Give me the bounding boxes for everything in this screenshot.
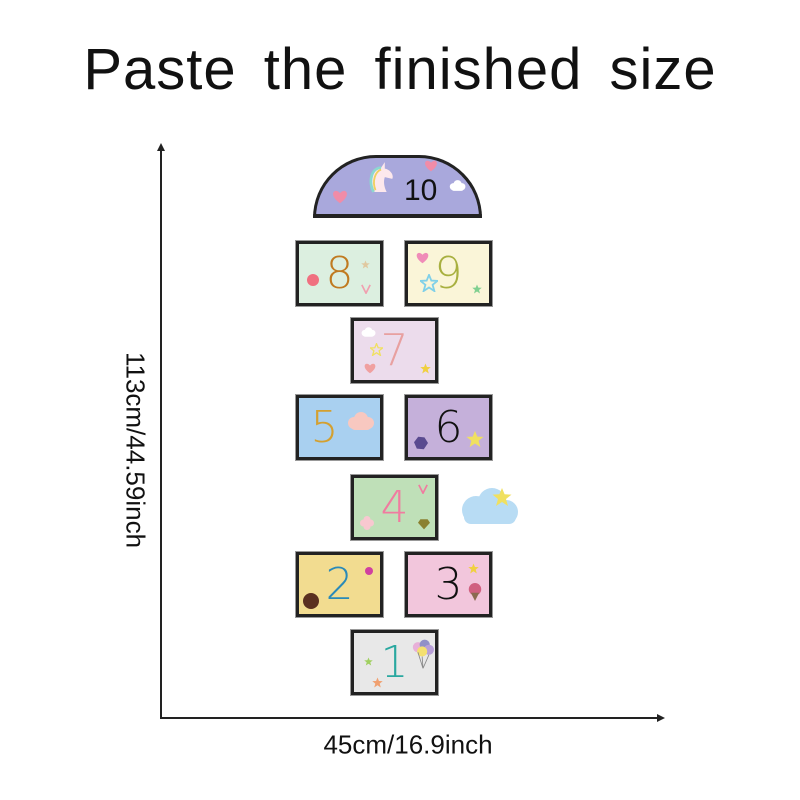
heart-icon xyxy=(424,160,438,172)
unicorn-icon xyxy=(368,162,396,194)
tile-10-arch: 10 xyxy=(313,155,482,218)
arrow-right-icon xyxy=(657,714,665,722)
width-axis-line xyxy=(160,717,660,719)
tile-1: 1 xyxy=(351,630,438,695)
tile-2: 2 xyxy=(296,552,383,617)
page-title: Paste the finished size xyxy=(83,37,717,102)
tile-number: 3 xyxy=(434,559,463,610)
tile-number: 4 xyxy=(380,482,409,533)
tile-4: 4 xyxy=(351,475,438,540)
height-label: 113cm/44.59inch xyxy=(120,351,151,549)
cloud-star-decoration xyxy=(462,488,518,524)
tile-number: 9 xyxy=(434,248,463,299)
width-label: 45cm/16.9inch xyxy=(323,729,493,760)
tile-7: 7 xyxy=(351,318,438,383)
tile-number: 1 xyxy=(380,637,409,688)
tile-number: 2 xyxy=(325,559,354,610)
tile-number: 7 xyxy=(380,325,409,376)
tile-number: 10 xyxy=(404,174,438,207)
tile-9: 9 xyxy=(405,241,492,306)
tile-number: 8 xyxy=(325,248,354,299)
arrow-up-icon xyxy=(157,143,165,151)
tile-3: 3 xyxy=(405,552,492,617)
heart-icon xyxy=(332,190,348,204)
tile-number: 5 xyxy=(310,402,339,453)
tile-5: 5 xyxy=(296,395,383,460)
tile-number: 6 xyxy=(434,402,463,453)
tile-8: 8 xyxy=(296,241,383,306)
tile-6: 6 xyxy=(405,395,492,460)
height-axis-line xyxy=(160,148,162,719)
cloud-icon xyxy=(448,180,466,191)
